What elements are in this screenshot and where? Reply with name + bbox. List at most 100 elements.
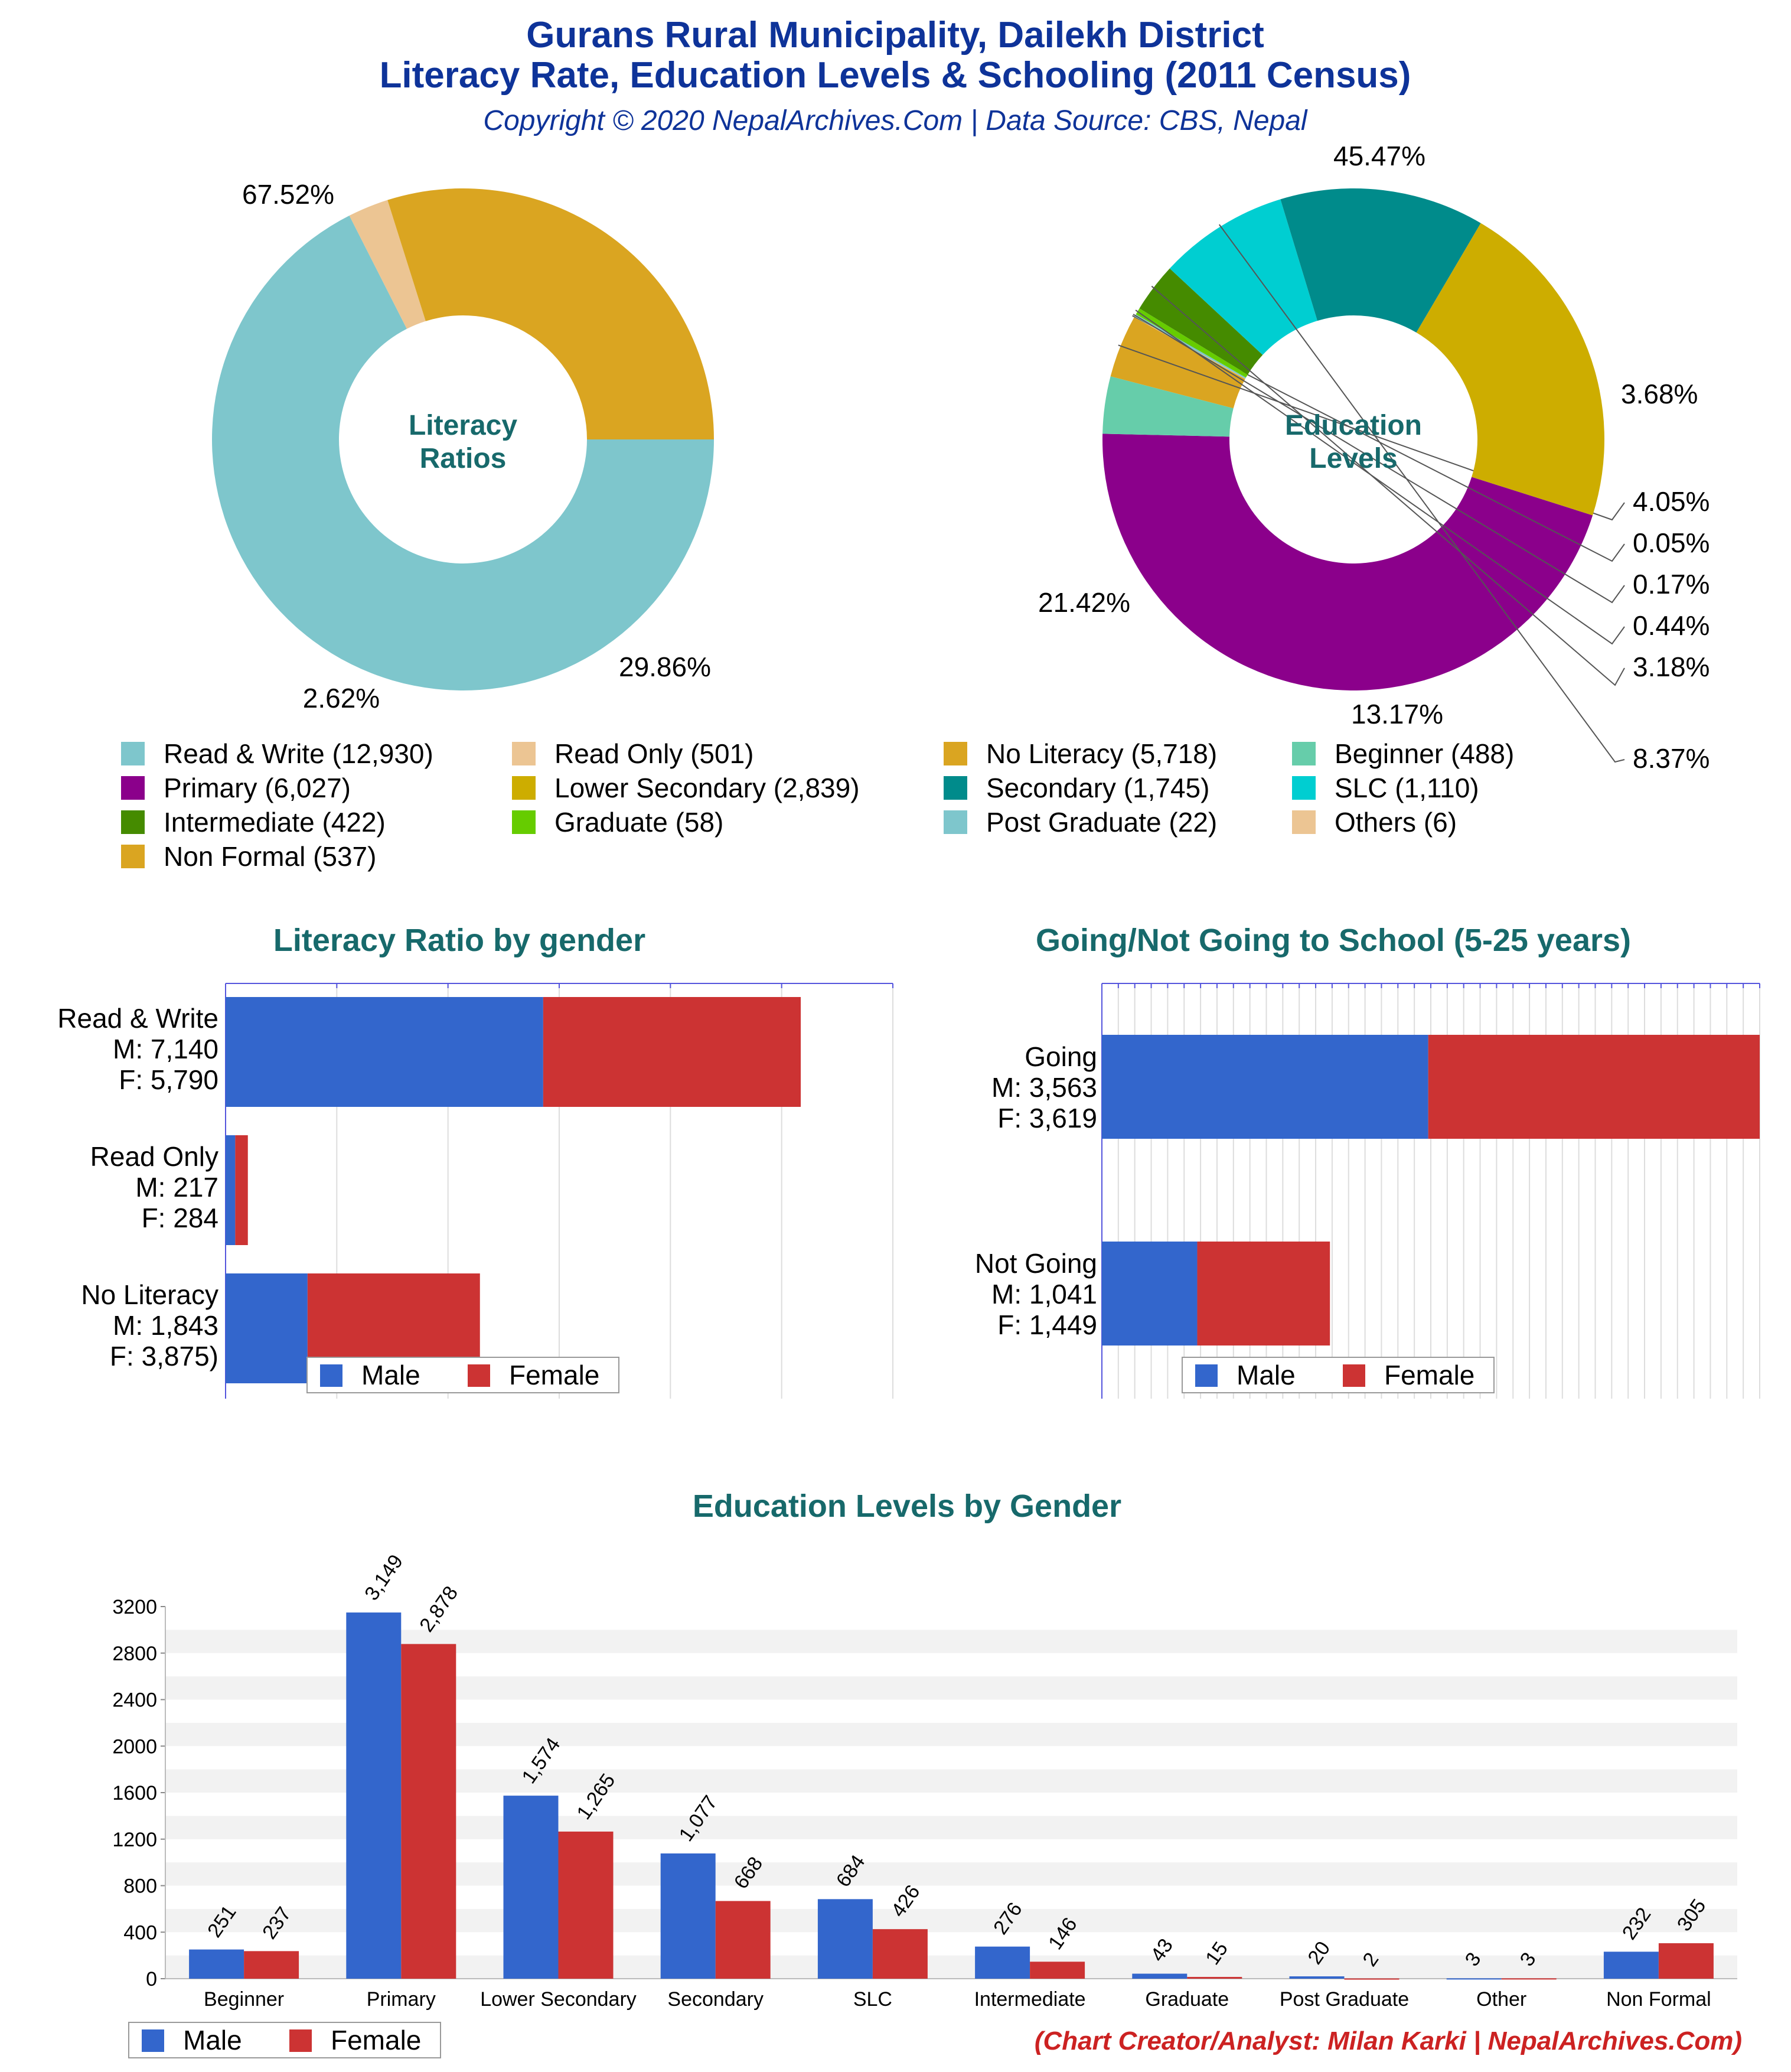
value-label-primary-male: 3,149 [360,1550,407,1605]
legend-label-post-graduate-22: Post Graduate (22) [986,807,1217,838]
bar-intermediate-female [1030,1962,1085,1979]
legend-label-intermediate-422: Intermediate (422) [164,807,386,838]
legend-label-read-only-501: Read Only (501) [554,738,754,769]
legend-swatch-graduate-58 [512,810,536,834]
donut-center-label: Education [1285,410,1422,441]
category-label-read-write: Read & Write [57,1003,218,1034]
legend-box [128,2022,441,2058]
legend-label-primary-6-027: Primary (6,027) [164,773,351,803]
pct-label-secondary: 13.17% [1351,699,1443,729]
bar-primary-female [401,1644,456,1979]
pct-label-intermediate: 3.18% [1633,651,1710,682]
category-label-no-literacy: M: 1,843 [113,1310,218,1341]
pct-label-read-write: 67.52% [242,179,334,210]
title-line-1: Gurans Rural Municipality, Dailekh Distr… [526,15,1264,56]
legend-label-non-formal-537: Non Formal (537) [164,841,376,872]
legend-swatch-secondary-1-745 [944,776,967,800]
slice-no-literacy [387,188,714,439]
legend-swatch-male [1195,1364,1218,1387]
subtitle: Copyright © 2020 NepalArchives.Com | Dat… [483,105,1307,136]
category-label-going: M: 3,563 [991,1072,1097,1103]
y-tick-label: 800 [123,1875,157,1898]
leader-line-post-graduate [1133,314,1625,604]
donut-center-label: Levels [1309,443,1397,474]
category-label-not-going: F: 1,449 [997,1309,1097,1340]
slice-read-only [349,200,426,329]
category-label-read-write: F: 5,790 [119,1064,218,1095]
pct-label-lower-secondary: 21.42% [1038,587,1130,618]
x-category-label-lower-secondary: Lower Secondary [480,1988,637,2011]
legend-swatch-female [1343,1364,1365,1387]
value-label-secondary-female: 668 [730,1853,768,1893]
x-category-label-post-graduate: Post Graduate [1280,1988,1409,2011]
legend-swatch-female [289,2029,312,2052]
bar-read-only-female [235,1135,248,1245]
category-label-read-only: M: 217 [135,1172,218,1203]
credit-line: (Chart Creator/Analyst: Milan Karki | Ne… [1035,2027,1742,2055]
bar-read-write-male [226,997,543,1107]
slice-post-graduate [1134,314,1246,379]
bar-non-formal-male [1603,1952,1659,1979]
slice-non-formal [1110,317,1245,409]
value-label-beginner-male: 251 [203,1901,241,1941]
bar-going-female [1428,1035,1760,1139]
bar-not-going-female [1197,1242,1330,1346]
legend-label-read-write-12-930: Read & Write (12,930) [164,738,433,769]
bar-secondary-female [715,1901,771,1979]
legend-swatch-read-only-501 [512,742,536,765]
legend-label-male: Male [1237,1360,1296,1390]
bar-graduate-female [1187,1977,1242,1979]
x-category-label-primary: Primary [367,1988,436,2011]
legend-swatch-intermediate-422 [121,810,145,834]
bar-beginner-female [244,1951,299,1979]
bar-other-female [1501,1978,1557,1980]
legend-swatch-read-write-12-930 [121,742,145,765]
leader-line-non-formal [1118,344,1625,521]
bar-read-only-male [226,1135,236,1245]
category-label-not-going: M: 1,041 [991,1279,1097,1309]
y-tick-label: 2000 [112,1735,157,1758]
pct-label-beginner: 3.68% [1621,379,1698,409]
education-by-gender-title: Education Levels by Gender [693,1488,1121,1524]
pct-label-post-graduate: 0.17% [1633,569,1710,600]
legend-swatch-male [320,1364,342,1387]
bar-lower-secondary-male [503,1796,559,1979]
y-tick-label: 2400 [112,1689,157,1712]
bar-read-write-female [543,997,801,1107]
slice-graduate [1136,308,1248,378]
bar-slc-female [872,1929,928,1979]
pct-label-others: 0.05% [1633,527,1710,558]
slice-secondary [1280,188,1481,333]
school-going-title: Going/Not Going to School (5-25 years) [1036,923,1631,958]
slice-read-write [211,216,714,690]
slice-lower-secondary [1416,223,1604,516]
bar-no-literacy-male [226,1273,308,1383]
x-category-label-non-formal: Non Formal [1606,1988,1711,2011]
pct-label-read-only: 2.62% [303,683,380,714]
bar-post-graduate-female [1344,1978,1399,1980]
bar-not-going-male [1102,1242,1198,1346]
bar-primary-male [346,1612,402,1979]
donut-center-label: Literacy [409,410,517,441]
pct-label-primary: 45.47% [1333,141,1425,171]
legend-label-graduate-58: Graduate (58) [554,807,723,838]
y-tick-label: 0 [146,1968,157,1990]
bar-other-male [1446,1978,1502,1980]
y-tick-label: 2800 [112,1643,157,1665]
category-label-going: Going [1025,1041,1097,1072]
bar-post-graduate-male [1289,1976,1345,1979]
legend-label-lower-secondary-2-839: Lower Secondary (2,839) [554,773,860,803]
legend-label-male: Male [183,2025,242,2055]
pct-label-slc: 8.37% [1633,743,1710,774]
x-category-label-beginner: Beginner [204,1988,284,2011]
x-category-label-secondary: Secondary [667,1988,764,2011]
literacy-by-gender-title: Literacy Ratio by gender [273,923,645,958]
bar-going-male [1102,1035,1428,1139]
category-label-going: F: 3,619 [997,1103,1097,1133]
y-tick-label: 400 [123,1921,157,1944]
x-category-label-slc: SLC [853,1988,892,2011]
